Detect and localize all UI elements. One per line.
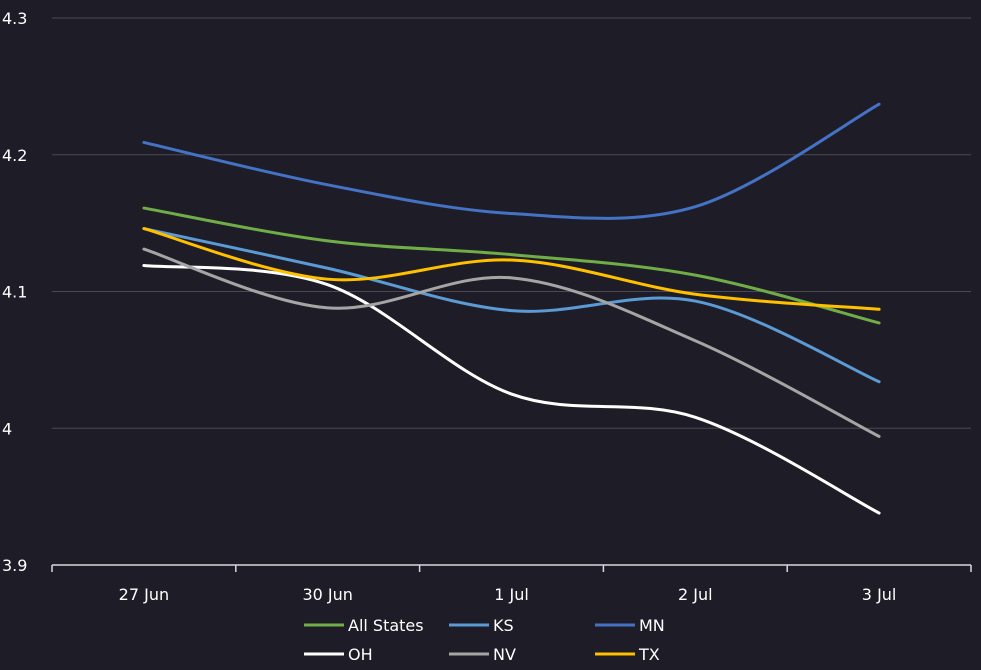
y-tick-label: 3.9 bbox=[2, 556, 27, 575]
legend-item-all-states: All States bbox=[304, 616, 424, 635]
y-tick-label: 4.3 bbox=[2, 9, 27, 28]
series-line-oh bbox=[142, 264, 881, 515]
x-tick-label: 30 Jun bbox=[302, 585, 352, 604]
legend-label: NV bbox=[493, 645, 516, 664]
legend-item-tx: TX bbox=[595, 645, 660, 664]
legend-label: KS bbox=[493, 616, 514, 635]
x-tick-label: 1 Jul bbox=[494, 585, 529, 604]
x-tick-label: 2 Jul bbox=[678, 585, 713, 604]
series-line-all-states bbox=[142, 206, 881, 325]
gridlines bbox=[52, 17, 971, 429]
y-tick-label: 4 bbox=[2, 419, 12, 438]
legend-label: MN bbox=[639, 616, 665, 635]
legend-item-ks: KS bbox=[449, 616, 514, 635]
series-lines bbox=[142, 102, 881, 515]
x-tick-label: 3 Jul bbox=[862, 585, 897, 604]
series-line-ks bbox=[142, 227, 881, 384]
legend-item-mn: MN bbox=[595, 616, 665, 635]
x-tick-label: 27 Jun bbox=[119, 585, 169, 604]
x-axis: 27 Jun 30 Jun 1 Jul 2 Jul 3 Jul bbox=[51, 564, 972, 604]
legend-label: TX bbox=[638, 645, 660, 664]
legend: All States KS MN OH NV TX bbox=[304, 616, 665, 664]
legend-label: All States bbox=[348, 616, 424, 635]
series-line-tx bbox=[142, 227, 881, 311]
y-tick-label: 4.1 bbox=[2, 283, 27, 302]
series-line-nv bbox=[142, 247, 881, 438]
y-tick-label: 4.2 bbox=[2, 146, 27, 165]
legend-item-nv: NV bbox=[449, 645, 516, 664]
legend-label: OH bbox=[348, 645, 373, 664]
y-axis: 3.9 4 4.1 4.2 4.3 bbox=[2, 9, 27, 575]
series-line-mn bbox=[142, 102, 881, 220]
legend-item-oh: OH bbox=[304, 645, 373, 664]
